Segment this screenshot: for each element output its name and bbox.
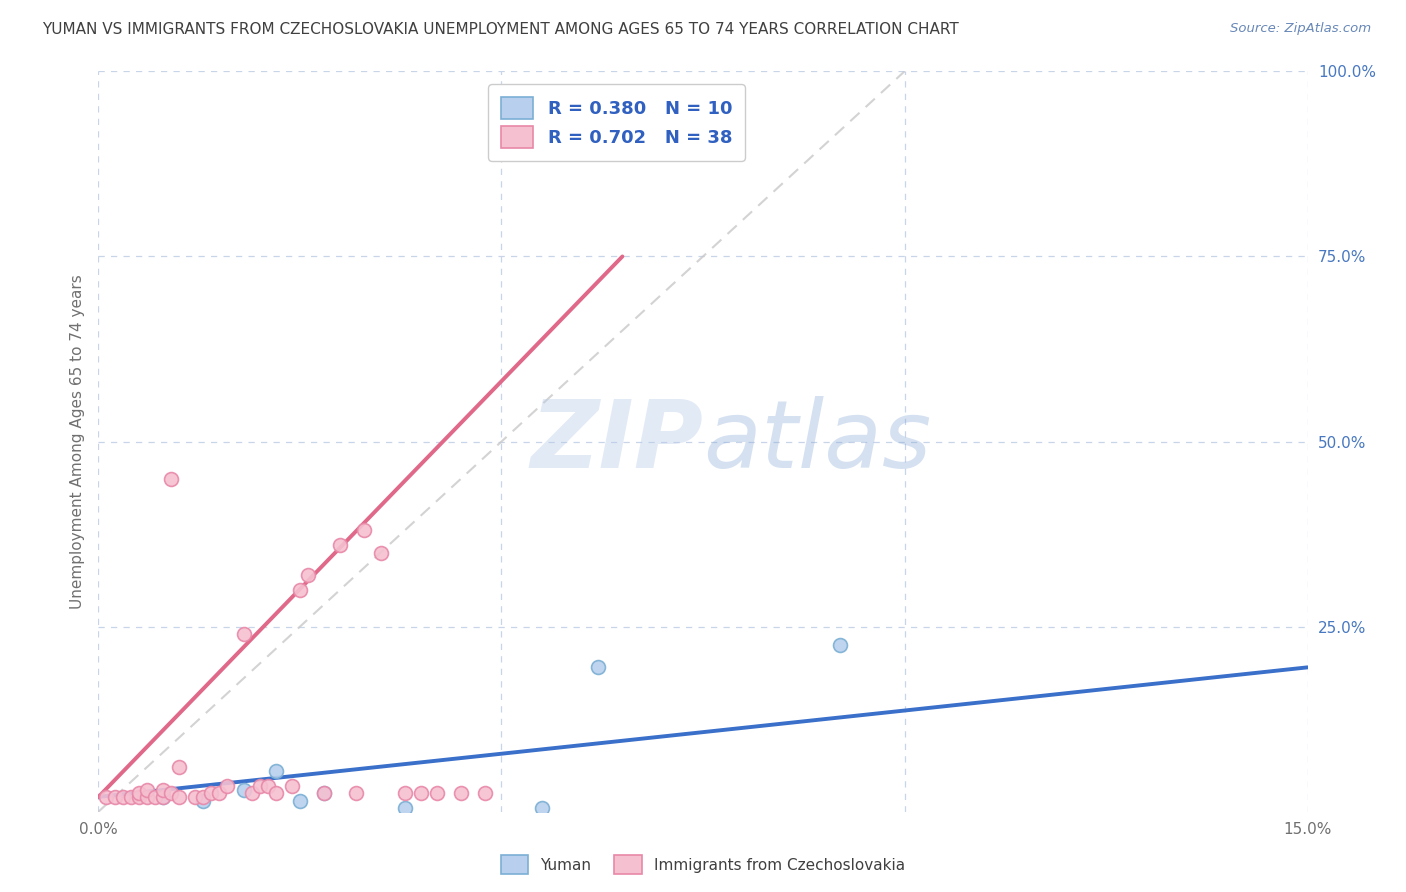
Legend: Yuman, Immigrants from Czechoslovakia: Yuman, Immigrants from Czechoslovakia (495, 849, 911, 880)
Point (184, 789, 207, 804)
Point (828, 638, 851, 652)
Point (152, 789, 174, 804)
Point (120, 789, 142, 804)
Point (394, 786, 416, 800)
Point (264, 786, 287, 800)
Point (208, 786, 231, 800)
Point (232, 627, 254, 641)
Point (353, 524, 375, 538)
Point (152, 789, 174, 804)
Point (314, 786, 336, 800)
Point (329, 538, 352, 552)
Point (111, 789, 134, 804)
Point (160, 471, 183, 485)
Point (586, 660, 609, 674)
Point (394, 801, 416, 815)
Point (128, 786, 150, 800)
Text: atlas: atlas (703, 396, 931, 487)
Text: ZIP: ZIP (530, 395, 703, 488)
Point (256, 779, 278, 793)
Point (314, 786, 336, 800)
Point (288, 582, 311, 597)
Point (193, 789, 215, 804)
Point (193, 794, 215, 808)
Point (240, 786, 263, 800)
Text: Source: ZipAtlas.com: Source: ZipAtlas.com (1230, 22, 1371, 36)
Point (409, 786, 432, 800)
Point (344, 786, 367, 800)
Point (128, 789, 150, 804)
Y-axis label: Unemployment Among Ages 65 to 74 years: Unemployment Among Ages 65 to 74 years (69, 274, 84, 609)
Point (135, 789, 157, 804)
Point (281, 779, 304, 793)
Point (297, 567, 319, 582)
Point (167, 789, 190, 804)
Point (167, 760, 190, 774)
Point (288, 794, 311, 808)
Point (249, 779, 271, 793)
Text: YUMAN VS IMMIGRANTS FROM CZECHOSLOVAKIA UNEMPLOYMENT AMONG AGES 65 TO 74 YEARS C: YUMAN VS IMMIGRANTS FROM CZECHOSLOVAKIA … (42, 22, 959, 37)
Legend: R = 0.380   N = 10, R = 0.702   N = 38: R = 0.380 N = 10, R = 0.702 N = 38 (488, 84, 745, 161)
Point (160, 786, 183, 800)
Point (217, 779, 239, 793)
Point (450, 786, 472, 800)
Point (426, 786, 449, 800)
Point (103, 789, 125, 804)
Point (474, 786, 496, 800)
Point (143, 789, 166, 804)
Point (200, 786, 222, 800)
Point (264, 764, 287, 778)
Point (152, 782, 174, 797)
Point (232, 782, 254, 797)
Point (530, 801, 553, 815)
Point (135, 782, 157, 797)
Point (370, 546, 392, 560)
Point (96, 789, 118, 804)
